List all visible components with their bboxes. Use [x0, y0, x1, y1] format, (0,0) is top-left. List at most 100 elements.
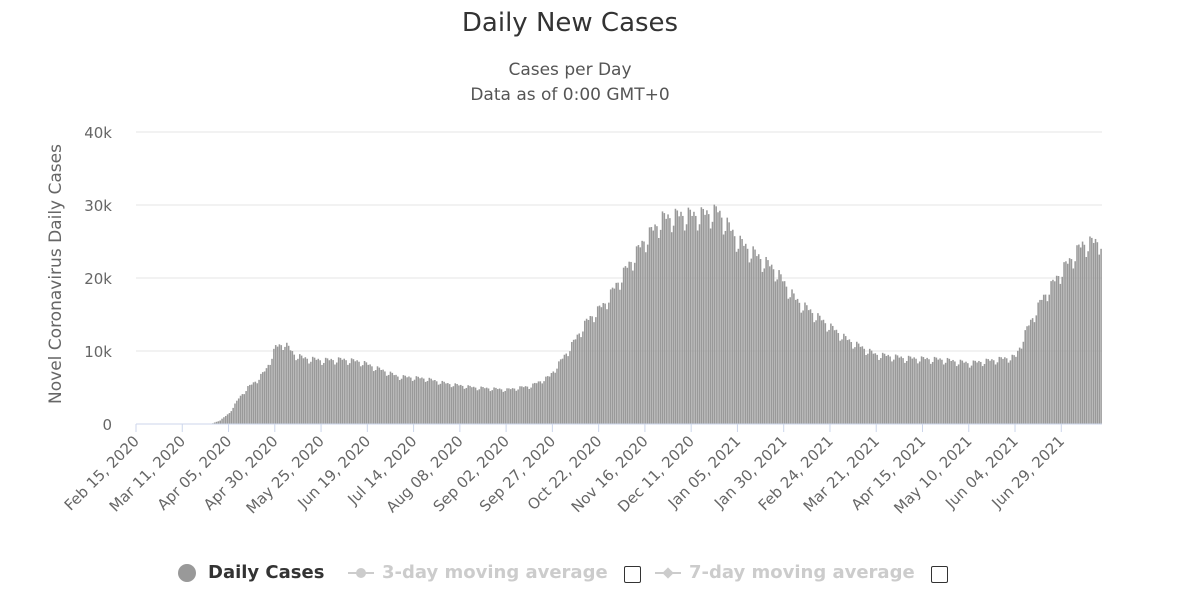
bar[interactable] [532, 383, 534, 424]
bar[interactable] [480, 386, 482, 424]
bar[interactable] [1000, 357, 1002, 424]
bar[interactable] [726, 217, 729, 424]
bar[interactable] [387, 374, 390, 424]
bar[interactable] [1033, 322, 1036, 424]
bar[interactable] [497, 389, 499, 424]
bar[interactable] [493, 387, 495, 424]
bar[interactable] [652, 230, 655, 424]
bar[interactable] [491, 390, 494, 424]
bar[interactable] [500, 389, 503, 424]
bar[interactable] [224, 415, 227, 424]
bar[interactable] [676, 210, 679, 424]
bar[interactable] [323, 362, 325, 424]
bar[interactable] [556, 368, 558, 424]
bar[interactable] [252, 382, 255, 424]
bar[interactable] [445, 383, 447, 424]
bar[interactable] [411, 380, 414, 424]
bar[interactable] [236, 400, 238, 424]
bar[interactable] [1005, 358, 1008, 424]
bar[interactable] [506, 388, 508, 424]
bar[interactable] [435, 381, 438, 424]
bar[interactable] [876, 354, 878, 424]
bar[interactable] [1066, 263, 1069, 424]
bar[interactable] [243, 394, 246, 424]
bar[interactable] [648, 227, 651, 424]
bar[interactable] [241, 394, 244, 424]
bar[interactable] [476, 390, 479, 424]
bar[interactable] [441, 380, 444, 424]
bar[interactable] [278, 344, 281, 424]
bar[interactable] [981, 366, 984, 424]
bar[interactable] [656, 226, 658, 424]
bar[interactable] [430, 378, 432, 424]
bar[interactable] [948, 358, 951, 424]
bar[interactable] [328, 360, 331, 424]
bar[interactable] [384, 371, 386, 424]
bar[interactable] [737, 248, 740, 424]
bar[interactable] [306, 358, 308, 424]
bar[interactable] [650, 227, 653, 424]
bar[interactable] [1039, 299, 1041, 424]
bar[interactable] [552, 371, 555, 424]
bar[interactable] [545, 376, 547, 424]
bar[interactable] [991, 359, 993, 424]
bar[interactable] [920, 356, 923, 424]
bar[interactable] [941, 359, 943, 424]
bar[interactable] [811, 313, 814, 424]
bar[interactable] [776, 279, 778, 424]
bar[interactable] [717, 212, 719, 424]
bar[interactable] [980, 361, 982, 424]
bar[interactable] [900, 356, 902, 424]
bar[interactable] [896, 355, 899, 424]
bar[interactable] [750, 258, 753, 424]
bar[interactable] [730, 230, 732, 424]
bar[interactable] [952, 359, 954, 424]
bar[interactable] [828, 329, 830, 424]
bar[interactable] [772, 269, 775, 424]
bar[interactable] [276, 346, 279, 424]
bar[interactable] [628, 261, 630, 424]
bar[interactable] [687, 207, 690, 424]
bar[interactable] [765, 256, 767, 424]
bar[interactable] [321, 364, 323, 424]
bar[interactable] [961, 360, 964, 424]
bar[interactable] [861, 346, 864, 424]
bar[interactable] [863, 348, 865, 424]
legend-item-3-day-average[interactable]: 3-day moving average [348, 562, 608, 583]
bar[interactable] [769, 266, 771, 424]
bar[interactable] [968, 367, 971, 424]
bar[interactable] [582, 331, 584, 424]
bar[interactable] [1015, 356, 1017, 424]
bar[interactable] [413, 379, 416, 424]
bar[interactable] [939, 358, 941, 424]
bar[interactable] [720, 217, 723, 424]
bar[interactable] [865, 354, 867, 424]
bar[interactable] [994, 364, 997, 424]
bar[interactable] [1037, 302, 1039, 424]
bar[interactable] [1011, 354, 1014, 424]
bar[interactable] [669, 218, 671, 424]
bar[interactable] [319, 360, 321, 424]
bar[interactable] [757, 254, 760, 424]
bar[interactable] [385, 375, 388, 424]
bar[interactable] [728, 222, 730, 424]
checkbox-3-day-average[interactable] [624, 566, 641, 583]
bar[interactable] [778, 270, 780, 424]
bar[interactable] [585, 318, 588, 424]
bar[interactable] [946, 357, 949, 424]
bar[interactable] [232, 407, 234, 424]
bar[interactable] [434, 380, 436, 424]
bar[interactable] [744, 243, 747, 424]
bar[interactable] [1072, 268, 1075, 424]
bar[interactable] [665, 218, 667, 424]
bar[interactable] [839, 340, 841, 424]
bar[interactable] [280, 345, 283, 424]
bar[interactable] [672, 225, 675, 424]
bar[interactable] [528, 388, 531, 424]
bar[interactable] [482, 387, 484, 424]
bar[interactable] [428, 377, 431, 424]
bar[interactable] [830, 323, 832, 424]
bar[interactable] [521, 386, 523, 424]
bar[interactable] [393, 375, 395, 424]
bar[interactable] [918, 361, 921, 424]
